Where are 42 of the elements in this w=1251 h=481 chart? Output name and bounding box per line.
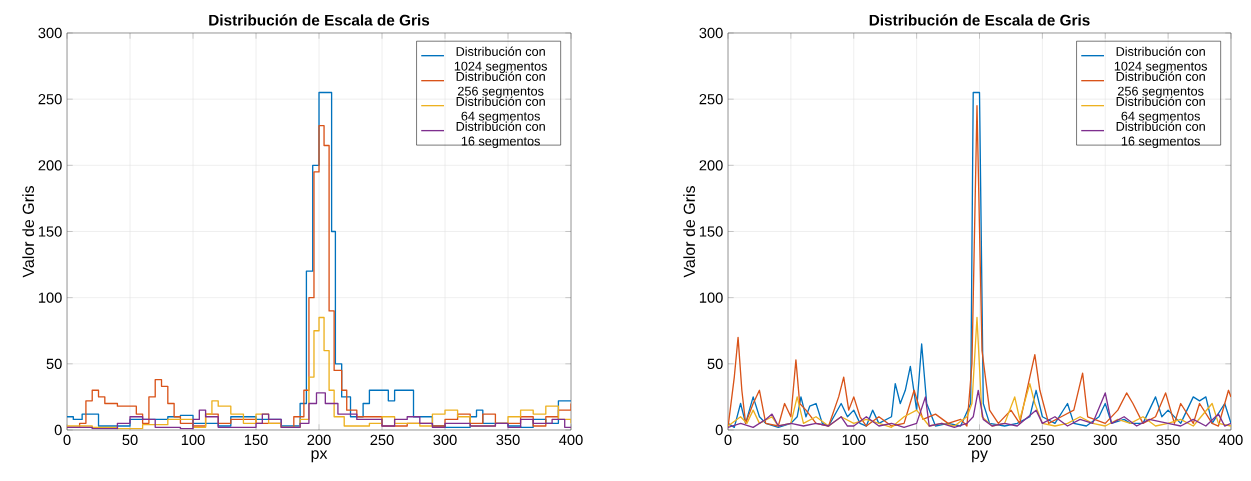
y-tick-label: 300 bbox=[38, 27, 62, 39]
y-tick-label: 200 bbox=[38, 160, 62, 171]
x-tick-label: 200 bbox=[307, 434, 331, 446]
line-series bbox=[728, 389, 1231, 429]
x-tick-label: 350 bbox=[1156, 434, 1180, 446]
y-tick-label: 200 bbox=[699, 160, 723, 171]
y-tick-label: 50 bbox=[46, 358, 62, 370]
y-tick-label: 300 bbox=[699, 27, 723, 39]
y-tick-label: 250 bbox=[38, 93, 62, 105]
legend-label: Distribución con 16 segmentos bbox=[1116, 121, 1205, 149]
y-tick-label: 0 bbox=[715, 424, 723, 436]
y-tick-label: 0 bbox=[54, 424, 62, 436]
x-axis-title: py bbox=[972, 450, 988, 463]
x-tick-label: 0 bbox=[63, 434, 71, 446]
x-tick-label: 300 bbox=[433, 434, 457, 446]
x-tick-label: 150 bbox=[244, 434, 268, 446]
y-axis-title: Valor de Gris bbox=[22, 186, 35, 278]
y-tick-label: 150 bbox=[699, 226, 723, 237]
x-tick-label: 0 bbox=[724, 434, 732, 446]
x-tick-label: 250 bbox=[370, 434, 394, 446]
x-tick-label: 200 bbox=[968, 434, 992, 446]
x-tick-label: 400 bbox=[559, 434, 583, 446]
x-tick-label: 100 bbox=[181, 434, 205, 446]
x-tick-label: 250 bbox=[1030, 434, 1055, 446]
y-tick-label: 250 bbox=[699, 93, 723, 105]
line-series bbox=[728, 316, 1231, 429]
y-axis-title: Valor de Gris bbox=[683, 186, 695, 278]
y-tick-label: 100 bbox=[38, 292, 62, 303]
x-tick-label: 50 bbox=[122, 434, 138, 446]
x-tick-label: 300 bbox=[1093, 434, 1117, 446]
x-tick-label: 150 bbox=[905, 434, 929, 446]
y-tick-label: 150 bbox=[38, 226, 62, 237]
chart-title: Distribución de Escala de Gris bbox=[209, 14, 430, 26]
x-axis-title: px bbox=[311, 450, 328, 463]
legend-label: Distribución con 16 segmentos bbox=[456, 121, 545, 149]
x-tick-label: 50 bbox=[783, 434, 799, 446]
x-tick-label: 400 bbox=[1219, 434, 1243, 446]
y-tick-label: 100 bbox=[699, 292, 723, 303]
y-tick-label: 50 bbox=[707, 358, 723, 370]
chart-title: Distribución de Escala de Gris bbox=[869, 14, 1090, 26]
x-tick-label: 100 bbox=[842, 434, 866, 446]
x-tick-label: 350 bbox=[496, 434, 520, 446]
